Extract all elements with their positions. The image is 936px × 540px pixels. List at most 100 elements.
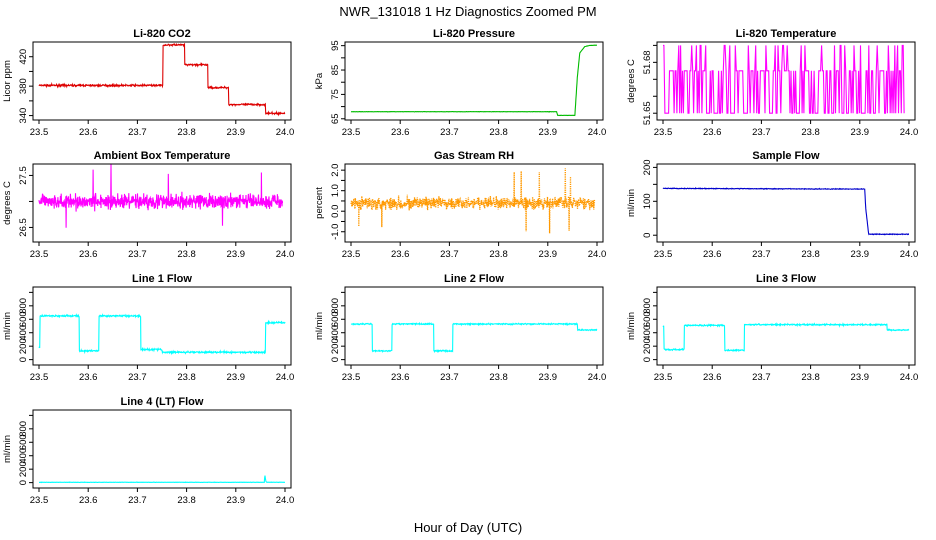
- x-tick-label: 23.5: [342, 249, 361, 260]
- panel-5: Gas Stream RH percent 23.5 23.6 23.7 23.8 23.9…: [314, 150, 606, 260]
- panel-6: Sample Flow ml/min 23.5 23.6 23.7 23.8 23.9 24.…: [626, 150, 918, 260]
- y-tick-label: 0: [18, 357, 29, 362]
- y-tick-label: 400: [18, 325, 29, 341]
- x-tick-label: 23.8: [489, 372, 508, 383]
- x-tick-label: 23.5: [30, 127, 49, 138]
- plot-frame: [32, 163, 292, 243]
- x-tick-label: 24.0: [276, 372, 295, 383]
- series-line: [38, 42, 286, 117]
- y-tick-label: 600: [642, 311, 653, 327]
- x-tick-label: 24.0: [588, 372, 607, 383]
- y-axis-label: ml/min: [626, 312, 637, 340]
- y-tick-label: 800: [18, 298, 29, 314]
- y-axis-label: degrees C: [626, 59, 637, 103]
- y-tick-label: 200: [642, 159, 653, 175]
- x-tick-label: 23.6: [79, 249, 98, 260]
- y-axis-label: degrees C: [2, 181, 13, 225]
- plot-frame: [344, 286, 604, 366]
- x-tick-label: 23.8: [177, 495, 196, 506]
- y-tick-label: 400: [642, 325, 653, 341]
- series-line: [350, 44, 597, 117]
- series-line: [39, 475, 285, 484]
- y-axis-label: percent: [314, 187, 325, 219]
- panels-group: Li-820 CO2 Licor ppm 23.5 23.6 23.7 23.8 23.9 2…: [2, 28, 918, 506]
- x-tick-label: 23.5: [30, 372, 49, 383]
- y-tick-label: 2.0: [330, 164, 341, 177]
- y-tick-label: 65: [330, 113, 341, 124]
- x-tick-label: 24.0: [276, 495, 295, 506]
- y-tick-label: 420: [18, 49, 29, 65]
- y-tick-label: 95: [330, 40, 341, 51]
- x-tick-label: 23.8: [801, 249, 820, 260]
- x-tick-label: 23.7: [440, 372, 459, 383]
- y-tick-label: 800: [330, 298, 341, 314]
- x-tick-label: 23.7: [752, 127, 771, 138]
- panel-title: Line 2 Flow: [444, 273, 504, 285]
- y-tick-label: 100: [642, 193, 653, 209]
- panel-8: Line 2 Flow ml/min 23.5 23.6 23.7 23.8 23.9 24.…: [314, 273, 606, 383]
- x-tick-label: 23.7: [128, 372, 147, 383]
- x-tick-label: 23.5: [342, 127, 361, 138]
- x-tick-label: 23.7: [128, 495, 147, 506]
- y-tick-label: 400: [18, 448, 29, 464]
- series-line: [662, 322, 910, 353]
- x-tick-label: 23.7: [440, 249, 459, 260]
- x-tick-label: 23.6: [703, 372, 722, 383]
- y-tick-label: 600: [18, 311, 29, 327]
- x-tick-label: 23.6: [391, 372, 410, 383]
- panel-title: Line 4 (LT) Flow: [121, 396, 204, 408]
- series-line: [38, 163, 284, 228]
- x-tick-label: 23.7: [128, 127, 147, 138]
- y-tick-label: 800: [642, 298, 653, 314]
- y-tick-label: 0: [642, 357, 653, 362]
- y-tick-label: 51.68: [642, 50, 653, 74]
- x-tick-label: 23.8: [177, 127, 196, 138]
- y-tick-label: 200: [330, 338, 341, 354]
- series-line: [350, 168, 596, 234]
- y-tick-label: 75: [330, 89, 341, 100]
- x-tick-label: 23.8: [801, 127, 820, 138]
- panel-10: Line 4 (LT) Flow ml/min 23.5 23.6 23.7 23.8 23…: [2, 396, 294, 506]
- y-tick-label: 200: [18, 338, 29, 354]
- x-tick-label: 23.6: [703, 249, 722, 260]
- y-tick-label: 26.5: [18, 218, 29, 237]
- y-axis-label: ml/min: [314, 312, 325, 340]
- series-line: [663, 44, 905, 114]
- x-tick-label: 23.9: [851, 127, 870, 138]
- x-tick-label: 23.9: [851, 249, 870, 260]
- x-tick-label: 23.7: [752, 249, 771, 260]
- panel-title: Sample Flow: [752, 150, 820, 162]
- x-tick-label: 23.8: [177, 249, 196, 260]
- panel-1: Li-820 CO2 Licor ppm 23.5 23.6 23.7 23.8 23.9 2…: [2, 28, 294, 138]
- y-tick-label: 1.0: [330, 184, 341, 197]
- x-tick-label: 24.0: [588, 249, 607, 260]
- plot-frame: [32, 409, 292, 489]
- figure-xlabel: Hour of Day (UTC): [414, 520, 522, 535]
- figure-title: NWR_131018 1 Hz Diagnostics Zoomed PM: [339, 4, 596, 19]
- x-tick-label: 23.7: [440, 127, 459, 138]
- panel-title: Li-820 Temperature: [736, 28, 837, 40]
- x-tick-label: 23.8: [177, 372, 196, 383]
- panel-2: Li-820 Pressure kPa 23.5 23.6 23.7 23.8 23.9 24…: [314, 28, 606, 138]
- x-tick-label: 23.9: [227, 495, 246, 506]
- y-tick-label: 0.0: [330, 205, 341, 218]
- x-tick-label: 24.0: [588, 127, 607, 138]
- x-tick-label: 23.9: [227, 127, 246, 138]
- x-tick-label: 23.6: [391, 249, 410, 260]
- y-tick-label: 27.5: [18, 166, 29, 185]
- x-tick-label: 24.0: [276, 127, 295, 138]
- plot-frame: [344, 41, 604, 121]
- x-tick-label: 23.9: [539, 127, 558, 138]
- x-tick-label: 23.6: [79, 495, 98, 506]
- y-tick-label: 200: [18, 461, 29, 477]
- panel-title: Ambient Box Temperature: [94, 150, 231, 162]
- panel-3: Li-820 Temperature degrees C 23.5 23.6 23.7 2…: [626, 28, 918, 138]
- series-line: [350, 321, 598, 354]
- y-axis-label: kPa: [314, 72, 325, 89]
- panel-4: Ambient Box Temperature degrees C 23.5 23.6…: [2, 150, 294, 260]
- plot-frame: [656, 41, 916, 121]
- y-tick-label: 380: [18, 78, 29, 94]
- x-tick-label: 23.8: [801, 372, 820, 383]
- y-axis-label: Licor ppm: [2, 60, 13, 102]
